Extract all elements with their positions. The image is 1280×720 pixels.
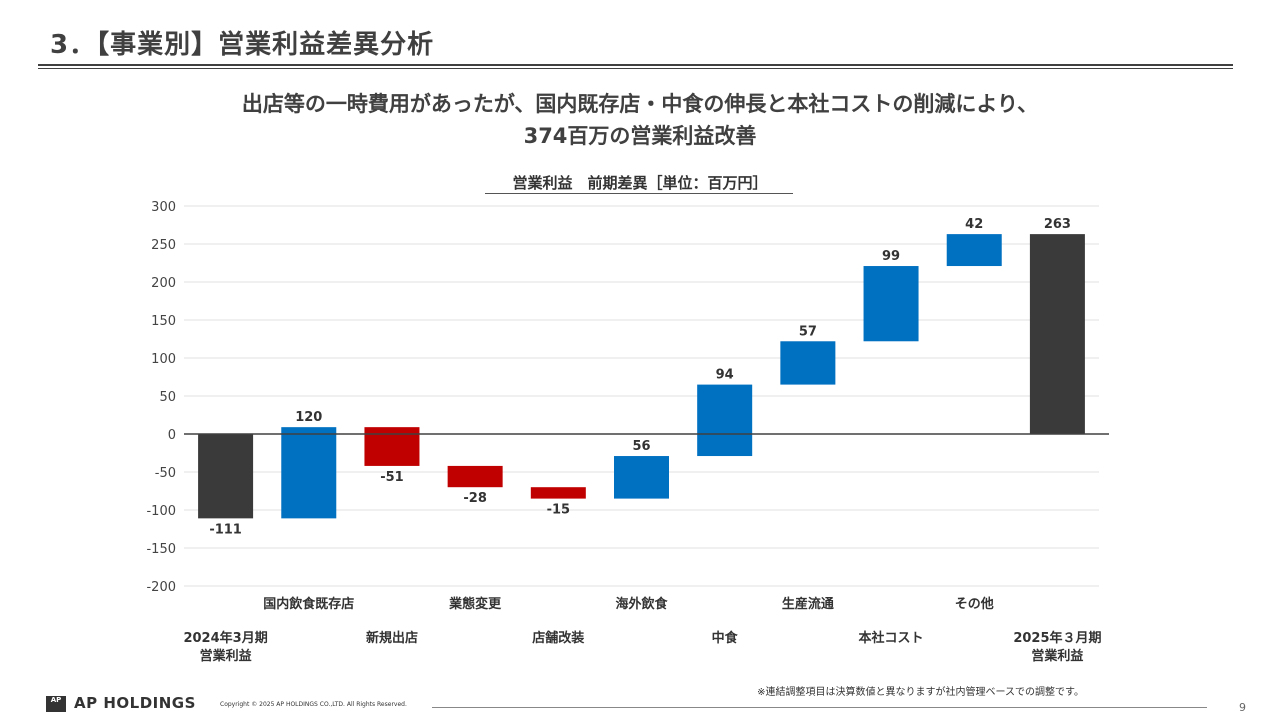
waterfall-bar [281,427,337,519]
x-category-label: 本社コスト [859,630,924,646]
brand-name: AP HOLDINGS [74,694,196,712]
waterfall-bar [946,234,1002,267]
y-tick-label: -100 [146,504,176,519]
x-category-label: 海外飲食 [615,596,668,612]
footer-rule [432,707,1207,708]
title-rule [38,64,1233,66]
y-tick-label: 200 [151,276,176,291]
waterfall-bar [1029,234,1085,434]
waterfall-bar [863,266,919,342]
y-tick-label: -200 [146,580,176,595]
data-label: 56 [632,439,650,454]
data-label: -111 [209,522,242,537]
headline-line-1: 出店等の一時費用があったが、国内既存店・中食の伸長と本社コストの削減により、 [241,92,1039,116]
data-label: 94 [716,368,734,383]
data-label: -15 [547,503,571,518]
data-label: 99 [882,249,900,264]
logo-mark: AP [46,696,66,712]
copyright: Copyright © 2025 AP HOLDINGS CO.,LTD. Al… [220,701,407,708]
x-category-label: 営業利益 [200,648,252,664]
x-category-label: 2025年３月期 [1013,630,1101,646]
title-rule-thin [38,68,1233,69]
x-category-label: 2024年3月期 [183,630,267,646]
y-tick-label: 100 [151,352,176,367]
x-category-label: 業態変更 [448,596,502,612]
y-tick-label: -50 [155,466,176,481]
waterfall-bar [198,434,254,519]
footnote: ※連結調整項目は決算数値と異なりますが社内管理ベースでの調整です。 [757,687,1084,698]
data-label: 120 [295,410,322,425]
data-label: -51 [380,470,404,485]
waterfall-bar [614,456,669,499]
x-category-label: 国内飲食既存店 [263,596,354,612]
data-label: 263 [1044,217,1071,232]
data-label: -28 [463,491,487,506]
headline-line-2: 374百万の営業利益改善 [523,124,757,148]
x-category-label: 生産流通 [782,596,834,612]
waterfall-bar [364,427,420,466]
y-tick-label: 150 [151,314,176,329]
waterfall-bar [697,384,753,457]
y-tick-label: 0 [168,428,176,443]
y-tick-label: 50 [159,390,176,405]
chart-title: 営業利益 前期差異［単位：百万円］ [512,174,768,192]
data-label: 57 [799,324,817,339]
x-category-label: 店舗改装 [532,630,584,646]
x-category-label: 営業利益 [1031,648,1083,664]
page-number: 9 [1239,701,1246,714]
y-tick-label: 250 [151,238,176,253]
waterfall-bar [530,487,586,499]
y-tick-label: 300 [151,200,176,215]
y-tick-label: -150 [146,542,176,557]
x-category-label: 中食 [712,630,739,646]
page-title: 3．【事業別】営業利益差異分析 [50,30,435,60]
waterfall-bar [780,341,836,385]
chart-title-underline [485,193,793,194]
waterfall-bar [447,465,503,488]
x-category-label: その他 [955,596,994,612]
x-category-label: 新規出店 [366,630,418,646]
data-label: 42 [965,217,983,232]
